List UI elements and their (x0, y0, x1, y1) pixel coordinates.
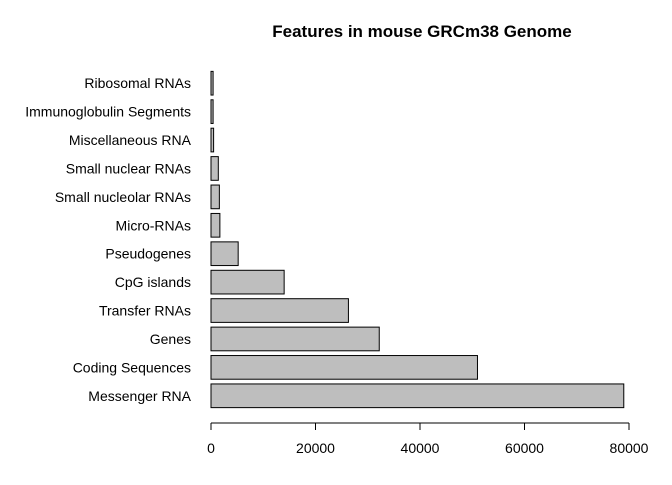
category-label: Pseudogenes (105, 246, 191, 262)
category-label: Transfer RNAs (99, 303, 191, 319)
bar-immunoglobulin-segments (210, 99, 214, 124)
x-tick-label: 80000 (610, 440, 649, 456)
bar-messenger-rna (210, 383, 625, 409)
chart-title: Features in mouse GRCm38 Genome (272, 22, 571, 41)
bar-transfer-rnas (210, 298, 349, 323)
category-label: Small nucleolar RNAs (55, 189, 191, 205)
category-label: Miscellaneous RNA (69, 132, 192, 148)
bar-coding-sequences (210, 355, 478, 380)
category-label: CpG islands (115, 274, 191, 290)
bar-ribosomal-rnas (210, 70, 214, 96)
category-label: Genes (150, 331, 191, 347)
bar-micro-rnas (210, 212, 221, 238)
bar-cpg-islands (210, 269, 285, 295)
bars-group (210, 70, 625, 409)
category-label: Micro-RNAs (116, 217, 191, 233)
category-label: Coding Sequences (73, 359, 191, 375)
x-axis: 0 20000 40000 60000 80000 (207, 422, 649, 456)
x-tick-label: 60000 (505, 440, 544, 456)
bar-miscellaneous-rna (210, 127, 215, 153)
bar-small-nuclear-rnas (210, 156, 219, 181)
category-label: Immunoglobulin Segments (25, 104, 191, 120)
category-label: Ribosomal RNAs (84, 75, 191, 91)
category-label: Messenger RNA (88, 388, 191, 404)
x-tick-label: 40000 (401, 440, 440, 456)
bar-pseudogenes (210, 241, 239, 267)
category-label: Small nuclear RNAs (66, 160, 191, 176)
x-tick-label: 20000 (296, 440, 335, 456)
category-labels: Messenger RNA Coding Sequences Genes Transf… (25, 75, 191, 404)
bar-small-nucleolar-rnas (210, 184, 220, 210)
x-tick-label: 0 (207, 440, 215, 456)
bar-genes (210, 326, 380, 352)
